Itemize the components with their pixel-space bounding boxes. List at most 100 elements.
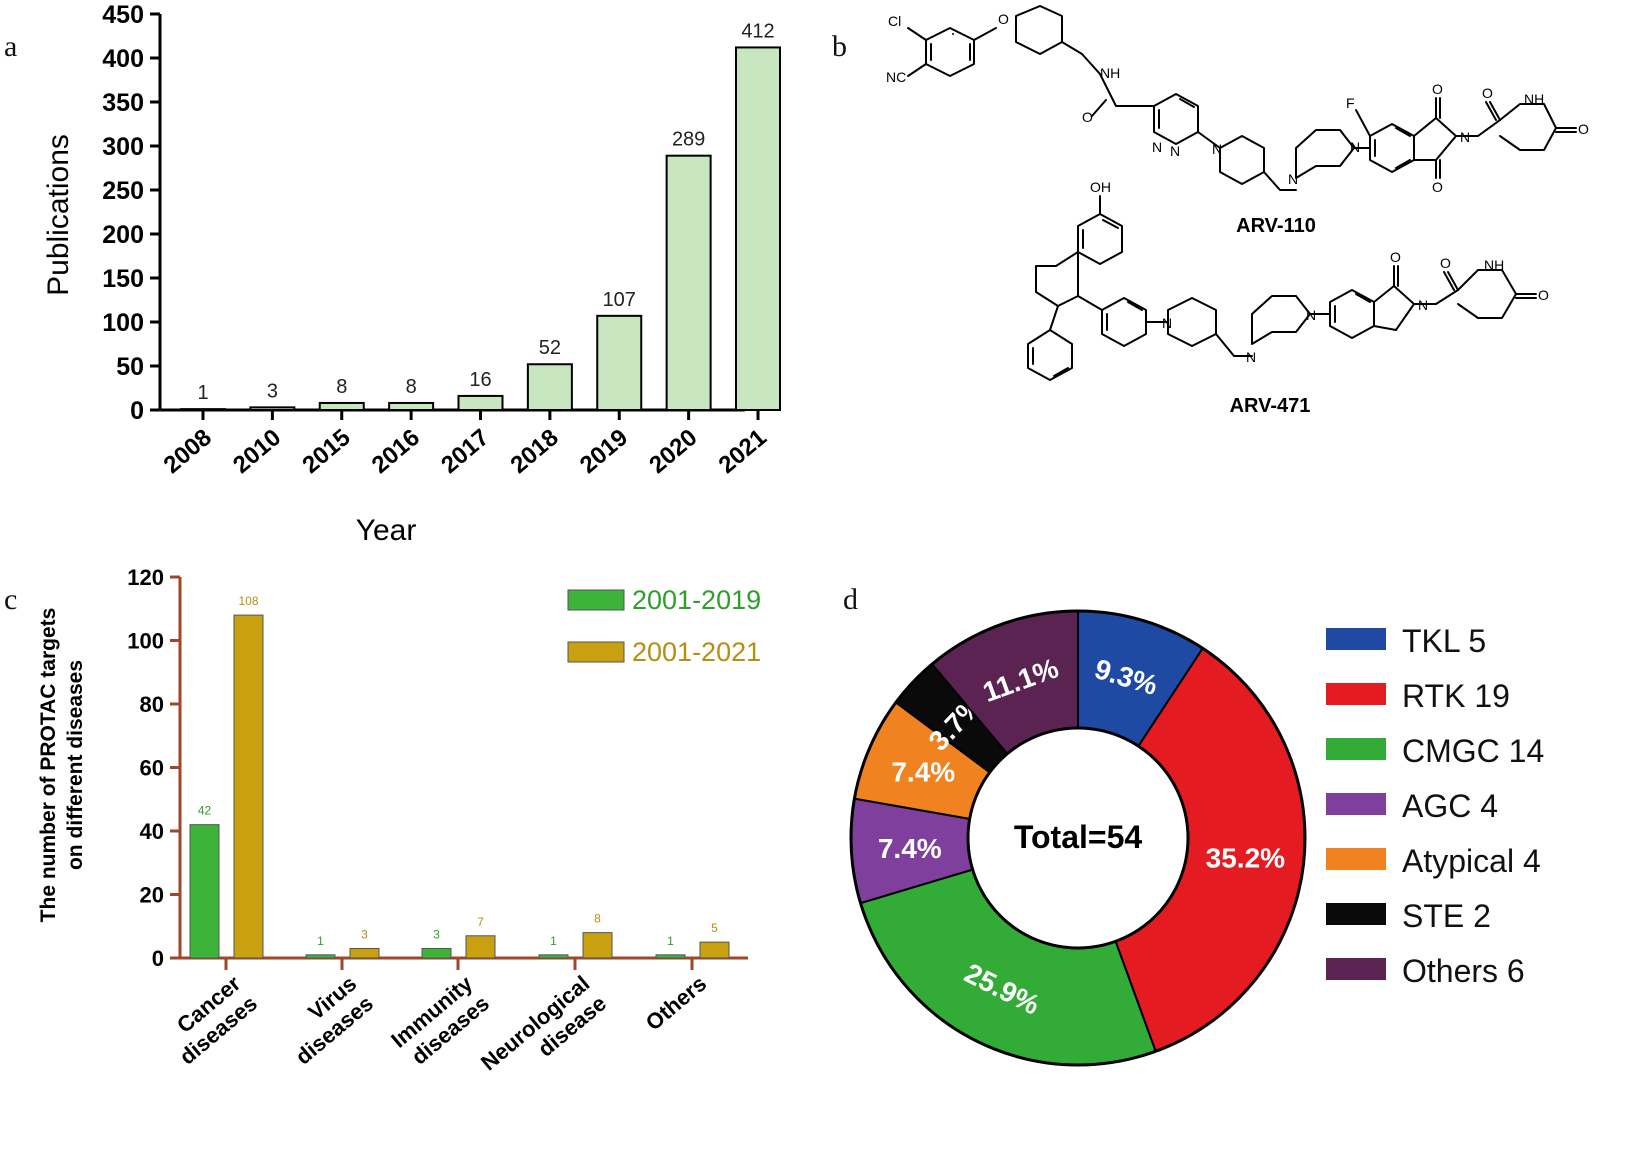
panel-label-d: d [843,583,858,616]
legend-swatch-AGC [1326,793,1386,815]
y-tick-label: 100 [127,629,164,654]
y-tick-label: 300 [102,133,144,161]
kinase-donut-chart: 9.3% 35.2% 25.9% 7.4% 7.4% 3.7% 11.1% Total=54 T… [830,560,1645,1163]
atom-n-piperazine-b1: N [1246,349,1256,365]
slice-pct-label: 35.2% [1206,843,1285,874]
legend-label-2001-2019: 2001-2019 [632,585,761,615]
arv471-phenyl-ring-1 [1101,297,1147,347]
atom-o-glutarimide-1: O [1482,85,1493,101]
atom-o-glutarimide-b1: O [1440,255,1451,271]
atom-o-isoindolinone: O [1390,249,1401,265]
donut-center-label: Total=54 [1014,819,1143,855]
atom-n-imide: N [1460,129,1470,145]
bar-value-label: 1 [550,934,557,948]
arv110-piperidine-ring [1219,135,1265,185]
y-tick-label: 350 [102,89,144,117]
x-tick-label: 2016 [367,424,425,479]
bar-2001-2021 [582,932,613,959]
y-tick-label: 80 [140,692,164,717]
atom-o-glutarimide-b2: O [1538,287,1549,303]
atom-o-amide: O [1082,109,1093,125]
y-tick-label: 100 [102,309,144,337]
legend-swatch-2001-2019 [567,589,625,611]
atom-nh-glutarimide: NH [1524,91,1544,107]
atom-o-top: O [1432,81,1443,97]
x-tick-label: 2017 [436,424,494,479]
bar-2001-2019 [421,947,452,959]
atom-n-piperazine-1: N [1288,171,1298,187]
legend-label-RTK: RTK 19 [1402,678,1510,714]
y-tick-label: 50 [116,353,144,381]
y-tick-label: 200 [102,221,144,249]
y-tick-label: 60 [140,756,164,781]
arv110-pyridazine-ring [1153,93,1199,145]
legend-label-Others: Others 6 [1402,953,1525,989]
slice-pct-label: 7.4% [878,833,942,864]
atom-n-piperazine-b2: N [1306,307,1316,323]
bar-value-label: 3 [267,380,278,402]
bar-value-label: 1 [317,934,324,948]
arv471-phenyl-ring-2 [1027,329,1073,381]
bar [526,363,573,411]
donut-outer-ring [849,609,1307,1067]
donut-hole [966,726,1190,950]
y-axis-title: on different diseases [64,660,87,870]
bar-value-label: 52 [539,337,561,359]
arv471-name: ARV-471 [1230,395,1311,417]
panel-label-c: c [4,583,18,616]
arv110-piperazine-ring [1295,129,1355,179]
atom-nc: NC [886,69,906,85]
legend-label-Atypical: Atypical 4 [1402,843,1541,879]
legend-label-TKL: TKL 5 [1402,623,1486,659]
bar-value-label: 8 [406,376,417,398]
bar-value-label: 1 [667,934,674,948]
legend-swatch-Atypical [1326,848,1386,870]
arv471-piperidine-ring [1167,297,1217,347]
bar-value-label: 289 [672,129,705,151]
bar-2001-2021 [699,941,730,959]
y-tick-label: 20 [140,883,164,908]
bar [388,401,435,411]
y-tick-label: 250 [102,177,144,205]
bar-value-label: 8 [594,912,601,926]
x-tick-label: 2018 [505,424,563,479]
publications-chart-svg: 0 50 100 150 200 250 300 350 400 450 1 2008 3 2010 8 20… [42,1,781,547]
x-axis-title: Year [356,514,417,547]
y-axis-title: The number of PROTAC targets [37,608,60,923]
atom-f: F [1346,95,1355,111]
y-tick-label: 0 [130,397,144,425]
bar-2001-2019 [538,954,569,959]
atom-cl: Cl [888,13,901,29]
arv110-fluoro-ring [1369,123,1415,173]
panel-label-a: a [4,30,18,63]
y-tick-label: 150 [102,265,144,293]
legend-label-AGC: AGC 4 [1402,788,1498,824]
bar [318,401,365,411]
legend-label-2001-2021: 2001-2021 [632,637,761,667]
x-tick-label: 2021 [714,424,772,479]
x-tick-label: 2019 [575,424,633,479]
bar [249,406,296,411]
bar [180,408,226,411]
structures-svg: Cl NC O NH O N N N N N F O N O O NH O OH… [886,5,1589,417]
bar-value-label: 1 [197,382,208,404]
arv471-isoindolinone-ring [1329,289,1375,339]
bar-value-label: 42 [198,804,212,818]
x-tick-label: 2015 [297,424,355,479]
bar-2001-2019 [305,954,336,959]
kinase-donut-chart-svg: 9.3%35.2%25.9%7.4%7.4%3.7%11.1%Total=54T… [849,609,1544,1067]
legend-label-CMGC: CMGC 14 [1402,733,1544,769]
arv110-glutarimide-ring [1477,103,1557,151]
legend-label-STE: STE 2 [1402,898,1491,934]
bar-value-label: 8 [336,376,347,398]
bar-value-label: 3 [433,927,440,941]
chemical-structures: Cl NC O NH O N N N N N F O N O O NH O OH… [800,0,1645,560]
legend-swatch-TKL [1326,628,1386,650]
arv110-chlorobenzonitrile-ring [925,27,975,77]
bar-2001-2021 [233,614,264,959]
legend-swatch-Others [1326,958,1386,980]
bar-2001-2021 [465,935,496,959]
